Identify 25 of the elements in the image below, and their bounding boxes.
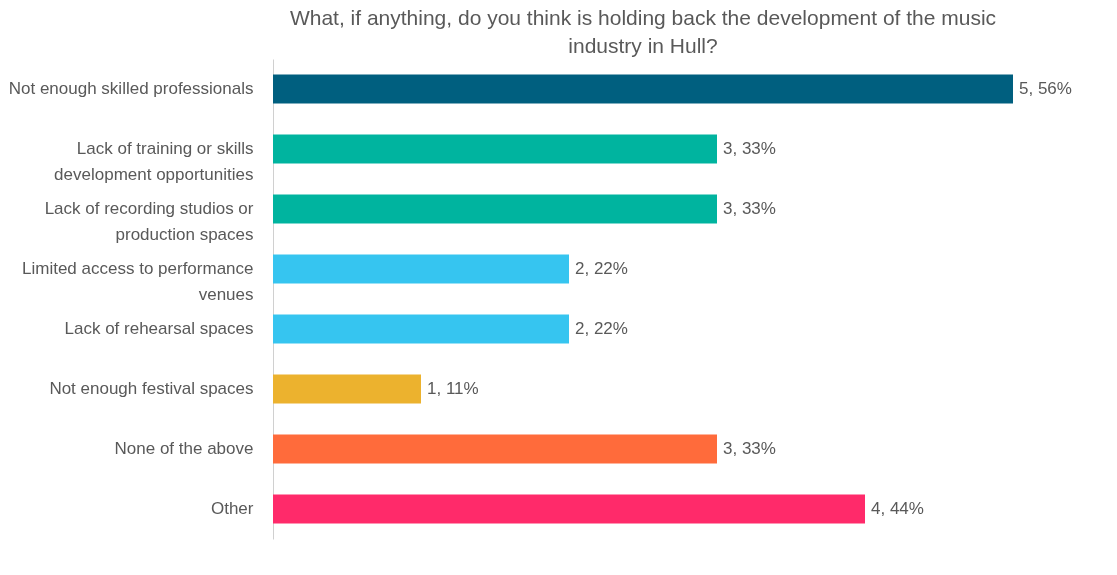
y-tick-label: Not enough skilled professionals bbox=[8, 79, 254, 98]
bar bbox=[273, 314, 569, 344]
data-label: 3, 33% bbox=[723, 439, 776, 458]
y-tick-label: None of the above bbox=[114, 439, 254, 458]
y-tick-label: Not enough festival spaces bbox=[49, 379, 254, 398]
y-tick-label: Lack of recording studios or production spaces bbox=[44, 199, 254, 244]
bar bbox=[273, 494, 865, 524]
y-tick-label: Limited access to performance venues bbox=[22, 259, 254, 304]
bar bbox=[273, 254, 569, 284]
chart-title: What, if anything, do you think is holding back the development of the music industry in Hull? bbox=[289, 6, 997, 57]
bar bbox=[273, 194, 717, 224]
data-label: 2, 22% bbox=[575, 259, 628, 278]
y-tick-label: Lack of rehearsal spaces bbox=[64, 319, 254, 338]
bar bbox=[273, 74, 1013, 104]
bar bbox=[273, 434, 717, 464]
data-label: 2, 22% bbox=[575, 319, 628, 338]
data-label: 4, 44% bbox=[871, 499, 924, 518]
data-label: 3, 33% bbox=[723, 139, 776, 158]
data-label: 5, 56% bbox=[1019, 79, 1072, 98]
data-label: 3, 33% bbox=[723, 199, 776, 218]
data-label: 1, 11% bbox=[427, 379, 479, 398]
bar bbox=[273, 134, 717, 164]
y-tick-label: Lack of training or skills development opportunities bbox=[54, 139, 254, 184]
bar bbox=[273, 374, 421, 404]
y-tick-label: Other bbox=[210, 499, 254, 518]
